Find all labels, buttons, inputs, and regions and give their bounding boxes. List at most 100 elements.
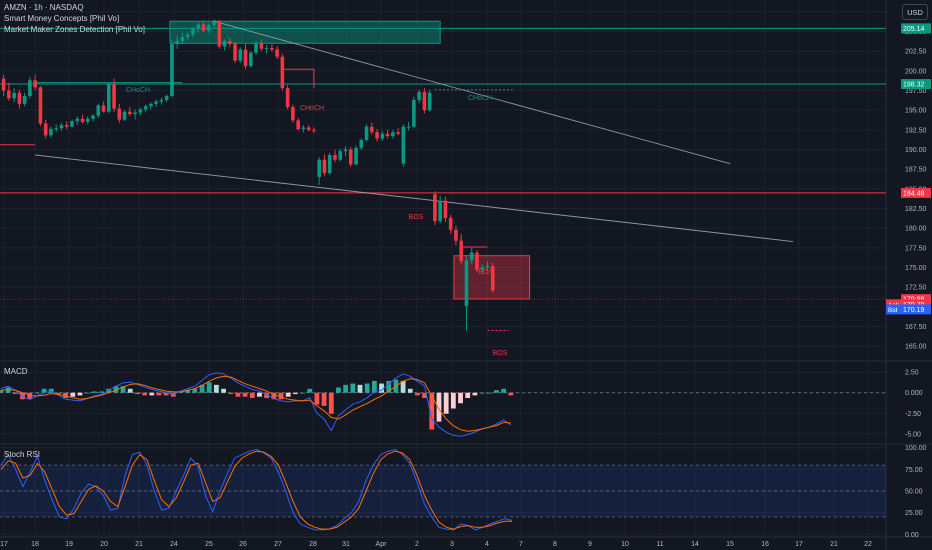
price-level-tag xyxy=(901,299,931,310)
structure-label: BOS xyxy=(493,350,508,357)
candle-body xyxy=(217,22,222,47)
candle-body xyxy=(275,49,279,57)
macd-histogram-bar xyxy=(364,383,370,393)
candle-body xyxy=(417,92,421,100)
trendline-upper xyxy=(213,20,731,165)
macd-histogram-bar xyxy=(156,392,162,396)
candle-body xyxy=(401,126,406,164)
macd-histogram-bar xyxy=(321,392,327,406)
time-tick-label: 28 xyxy=(309,541,317,548)
structure-label: CHoCH xyxy=(300,105,324,112)
macd-histogram-bar xyxy=(27,392,33,400)
candle-body xyxy=(391,132,395,137)
macd-histogram-bar xyxy=(56,392,61,395)
price-level-tag xyxy=(901,304,931,315)
macd-histogram-bar xyxy=(99,391,104,393)
candle-body xyxy=(433,194,437,222)
candle-body xyxy=(427,92,432,111)
price-tick-label: 197.50 xyxy=(905,88,927,95)
stoch-k-line xyxy=(0,448,513,531)
macd-tick-label: 0.000 xyxy=(905,390,923,397)
candle-body xyxy=(243,49,248,67)
candle-body xyxy=(317,159,321,178)
candle-body xyxy=(38,87,43,124)
candle-body xyxy=(233,44,237,61)
macd-histogram-bar xyxy=(185,390,191,393)
macd-histogram-bar xyxy=(307,388,313,393)
candle-body xyxy=(333,155,337,160)
price-tick-label: 172.50 xyxy=(905,285,927,292)
macd-histogram-bar xyxy=(127,388,133,393)
candle-body xyxy=(343,149,348,152)
candle-body xyxy=(490,265,495,291)
macd-histogram-bar xyxy=(120,386,126,393)
price-tick-label: 190.00 xyxy=(905,147,927,154)
candle-body xyxy=(43,123,48,136)
candle-body xyxy=(459,240,464,262)
macd-histogram-bar xyxy=(328,392,334,414)
price-tick-label: 165.00 xyxy=(905,344,927,351)
candle-body xyxy=(201,24,206,31)
candle-body xyxy=(196,24,201,30)
time-tick-label: 8 xyxy=(553,541,557,548)
stoch-tick-label: 50.00 xyxy=(905,489,923,496)
price-tick-label: 202.50 xyxy=(905,49,927,56)
time-tick-label: 7 xyxy=(519,541,523,548)
macd-histogram-bar xyxy=(501,388,506,393)
macd-histogram-bar xyxy=(242,392,248,397)
price-level-tag-text: 198.32 xyxy=(903,82,925,89)
candle-body xyxy=(359,140,364,148)
candle-body xyxy=(227,40,232,45)
stoch-tick-label: 25.00 xyxy=(905,510,923,517)
candle-body xyxy=(159,99,164,102)
candle-body xyxy=(164,95,169,100)
macd-histogram-bar xyxy=(336,387,341,393)
candle-body xyxy=(422,92,427,111)
macd-histogram-bar xyxy=(41,388,47,393)
candle-body xyxy=(238,49,243,61)
candle-body xyxy=(285,88,290,108)
candle-body xyxy=(327,155,332,174)
macd-histogram-bar xyxy=(5,387,11,393)
indicator-lines xyxy=(0,372,514,531)
candle-body xyxy=(249,52,253,67)
candle-body xyxy=(396,132,400,134)
candle-body xyxy=(322,159,327,174)
candle-body xyxy=(85,118,90,122)
macd-histogram-bar xyxy=(407,388,413,393)
macd-histogram-bar xyxy=(494,390,499,393)
time-tick-label: 19 xyxy=(65,541,73,548)
candle-body xyxy=(438,200,442,222)
currency-button[interactable]: USD xyxy=(902,4,928,20)
structure-label: CHoCH xyxy=(126,87,150,94)
candle-body xyxy=(312,129,316,131)
candle-body xyxy=(296,120,300,130)
stoch-rsi-pane-title: Stoch RSI xyxy=(4,450,41,459)
candle-body xyxy=(154,101,158,104)
candle-body xyxy=(480,267,485,270)
macd-histogram-bar xyxy=(479,392,485,394)
macd-histogram-bar xyxy=(113,386,119,393)
candle-body xyxy=(412,99,416,127)
candle-body xyxy=(33,80,37,88)
time-tick-label: 20 xyxy=(100,541,108,548)
candle-body xyxy=(112,84,116,109)
macd-histogram-bar xyxy=(292,392,298,395)
macd-histogram-bar xyxy=(228,392,234,395)
candle-body xyxy=(170,44,174,96)
time-tick-label: 17 xyxy=(795,541,803,548)
time-tick-label: 18 xyxy=(31,541,39,548)
macd-histogram-bar xyxy=(458,392,463,404)
price-level-tag-text: 184.48 xyxy=(903,190,925,197)
indicator-mmz-label[interactable]: Market Maker Zones Detection [Phil Vo] xyxy=(4,25,145,34)
candle-body xyxy=(270,47,274,50)
price-level-tag-text: 205.14 xyxy=(903,26,925,33)
stoch-tick-label: 100.00 xyxy=(905,445,927,452)
macd-tick-label: -5.00 xyxy=(905,431,921,438)
candle-body xyxy=(22,95,27,104)
candle-body xyxy=(306,127,311,130)
indicator-smc-label[interactable]: Smart Money Concepts [Phil Vo] xyxy=(4,14,120,23)
candle-body xyxy=(12,92,16,99)
